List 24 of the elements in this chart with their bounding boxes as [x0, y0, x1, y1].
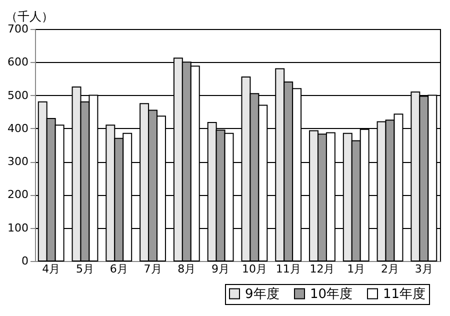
- x-tick-label: 9月: [212, 262, 230, 276]
- y-tick-label: 600: [8, 56, 28, 69]
- x-tick-label: 12月: [310, 262, 335, 276]
- y-tick-label: 0: [22, 254, 28, 268]
- x-tick-label: 2月: [381, 262, 400, 276]
- legend-label: 10年度: [310, 286, 353, 302]
- y-axis-title: （千人）: [6, 10, 54, 24]
- x-tick-label: 8月: [178, 262, 196, 276]
- x-tick-label: 1月: [347, 262, 366, 276]
- x-tick-label: 10月: [242, 262, 267, 276]
- y-tick-label: 400: [8, 122, 28, 135]
- y-tick-label: 300: [8, 155, 28, 168]
- x-tick-label: 7月: [144, 262, 162, 276]
- x-tick-label: 5月: [76, 262, 94, 276]
- legend-label: 11年度: [383, 286, 426, 302]
- y-tick-label: 200: [8, 188, 28, 202]
- x-tick-label: 4月: [42, 262, 60, 276]
- y-tick-label: 700: [8, 22, 28, 36]
- legend-label: 9年度: [245, 286, 280, 302]
- y-tick-label: 500: [8, 88, 28, 102]
- x-tick-label: 11月: [276, 262, 301, 276]
- x-tick-label: 6月: [110, 262, 128, 276]
- x-tick-label: 3月: [414, 262, 433, 276]
- y-tick-label: 100: [8, 221, 28, 234]
